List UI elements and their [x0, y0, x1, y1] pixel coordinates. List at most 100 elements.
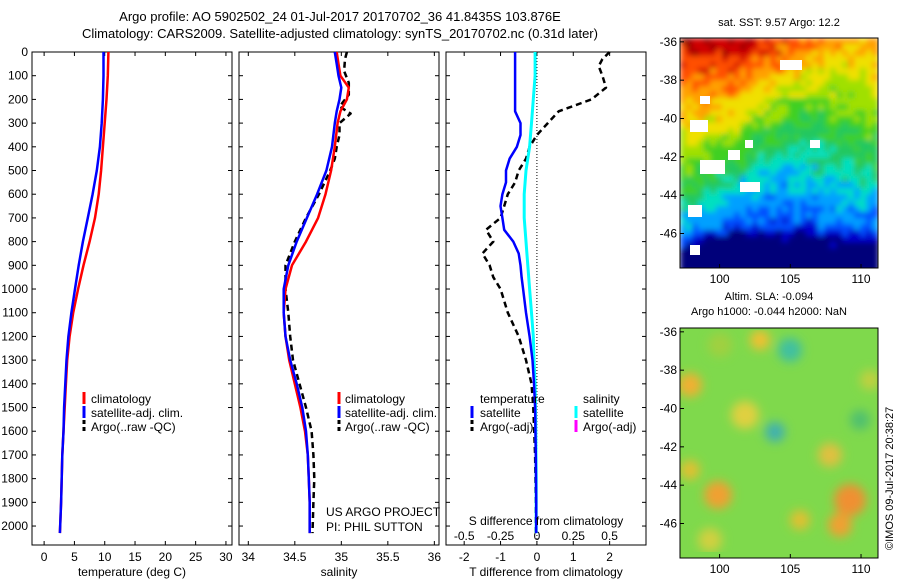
series-satellite-adj [58, 52, 105, 534]
depth-tick-label: 700 [8, 211, 28, 225]
sst-cell [740, 194, 747, 201]
map-y-tick-label: -38 [660, 73, 678, 87]
sst-cell [776, 266, 783, 268]
sst-cell [812, 230, 819, 237]
x-tick-label: 15 [128, 550, 142, 564]
sst-cell [848, 122, 855, 129]
sst-cell [704, 104, 711, 111]
sst-cell [842, 122, 849, 129]
sst-cell [722, 182, 729, 189]
sst-cell [740, 260, 747, 267]
sst-cell [776, 68, 783, 75]
sst-cell [782, 134, 789, 141]
sla-map-axes: 100 105 110 -36 -38 -40 -42 -44 -46 [660, 325, 871, 576]
sst-cell [806, 176, 813, 183]
sst-cell [686, 194, 693, 201]
sst-cell [734, 86, 741, 93]
sst-cell [860, 62, 867, 69]
sst-cell [806, 92, 813, 99]
sst-cell [824, 212, 831, 219]
sst-cell [812, 158, 819, 165]
map-y-tick-label: -36 [660, 325, 678, 339]
sst-cell [752, 218, 759, 225]
sst-cell [734, 236, 741, 243]
sst-cell [812, 146, 819, 153]
sst-cell [800, 254, 807, 261]
x-tick-label: 5 [71, 550, 78, 564]
sst-cell [836, 164, 843, 171]
sst-cell [758, 176, 765, 183]
sst-cell [734, 68, 741, 75]
sst-cell [848, 134, 855, 141]
sst-cell [686, 68, 693, 75]
sst-cell [698, 236, 705, 243]
sst-cell [698, 44, 705, 51]
depth-tick-label: 200 [8, 92, 28, 106]
sst-cell [710, 116, 717, 123]
sst-cell [806, 140, 813, 147]
sla-anomaly [680, 373, 702, 397]
x-tick-label: 30 [219, 550, 233, 564]
sst-cell [782, 80, 789, 87]
sst-cell [758, 56, 765, 63]
sst-cell [722, 92, 729, 99]
project-label: US ARGO PROJECT [326, 505, 441, 519]
sst-cell [854, 116, 861, 123]
sst-cell [800, 236, 807, 243]
sst-cell [842, 140, 849, 147]
sst-cell [728, 92, 735, 99]
sst-cell [704, 56, 711, 63]
sst-cell [824, 146, 831, 153]
sst-cell [704, 44, 711, 51]
sst-cell [704, 152, 711, 159]
sst-cell [740, 110, 747, 117]
sst-cell [866, 158, 873, 165]
sst-cell [734, 146, 741, 153]
sst-cell [824, 122, 831, 129]
sst-cell [812, 110, 819, 117]
sst-cell [806, 68, 813, 75]
sst-cell [836, 266, 843, 268]
sst-cell [704, 188, 711, 195]
sst-cell [842, 266, 849, 268]
sst-cell [860, 68, 867, 75]
sst-cell [836, 74, 843, 81]
sst-cell [866, 146, 873, 153]
sst-cell [806, 56, 813, 63]
sst-cell [806, 170, 813, 177]
sst-cell [818, 92, 825, 99]
sst-cell [728, 68, 735, 75]
sst-cell [710, 80, 717, 87]
x-tick-label: 34.5 [283, 550, 307, 564]
sst-cell [830, 38, 837, 45]
sst-cell [710, 248, 717, 255]
sst-cell [782, 206, 789, 213]
sst-cell [704, 254, 711, 261]
sst-cell [746, 56, 753, 63]
sst-cell [848, 92, 855, 99]
sst-cell [872, 260, 878, 267]
sst-cell [782, 56, 789, 63]
sst-cell [734, 158, 741, 165]
sst-cell [740, 242, 747, 249]
sst-cell [818, 68, 825, 75]
sst-cell [710, 98, 717, 105]
sst-cell [746, 116, 753, 123]
sst-cell [842, 74, 849, 81]
sst-cell [692, 158, 699, 165]
sst-cell [722, 158, 729, 165]
sst-cell [824, 56, 831, 63]
sst-cell [860, 194, 867, 201]
sst-cell [782, 218, 789, 225]
sst-cell [764, 206, 771, 213]
sst-cell [782, 74, 789, 81]
sst-cell [746, 92, 753, 99]
sst-cell [854, 266, 861, 268]
sst-cell [722, 128, 729, 135]
sst-cell [776, 164, 783, 171]
sst-cell [686, 248, 693, 255]
sla-map-frame [679, 327, 879, 559]
sst-cell [806, 80, 813, 87]
sst-cell [788, 122, 795, 129]
sst-cell [800, 188, 807, 195]
